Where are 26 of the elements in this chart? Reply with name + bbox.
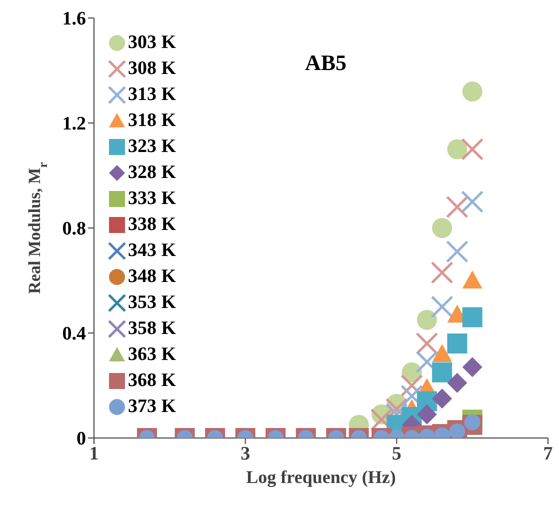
legend-label: 308 K	[128, 57, 176, 81]
legend-label: 368 K	[128, 369, 176, 393]
legend-label: 338 K	[128, 213, 176, 237]
legend-label: 353 K	[128, 291, 176, 315]
y-tick-label: 1.6	[62, 8, 86, 30]
x-tick-label: 3	[240, 443, 250, 464]
x-axis-title: Log frequency (Hz)	[246, 467, 396, 487]
legend-label: 358 K	[128, 317, 176, 341]
x-tick-label: 7	[543, 443, 554, 464]
legend-label: 333 K	[128, 187, 176, 211]
legend-label: 363 K	[128, 343, 176, 367]
legend-label: 343 K	[128, 239, 176, 263]
y-tick-label: 0	[76, 428, 86, 450]
legend-label: 348 K	[128, 265, 176, 289]
legend-label: 318 K	[128, 109, 176, 133]
legend-label: 303 K	[128, 31, 176, 55]
y-tick-label: 1.2	[62, 114, 86, 135]
text: AB5	[305, 50, 347, 76]
y-tick-label: 0.4	[62, 324, 86, 345]
y-tick-label: 0.8	[62, 218, 86, 240]
legend-label: 313 K	[128, 83, 176, 107]
legend-label: 323 K	[128, 135, 176, 159]
legend-label: 328 K	[128, 161, 176, 185]
x-tick-label: 1	[89, 443, 99, 464]
x-tick-label: 5	[392, 443, 402, 464]
legend-label: 373 K	[128, 395, 176, 419]
